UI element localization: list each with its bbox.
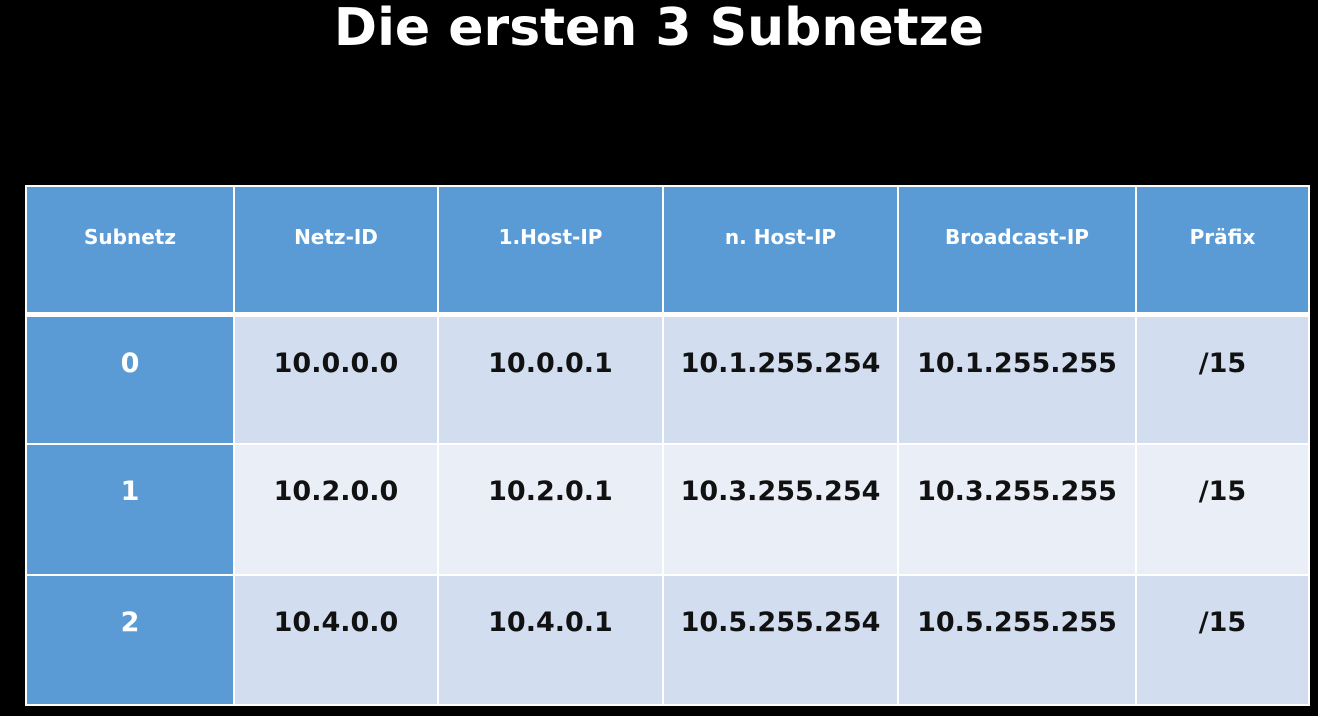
- table-row: 0 10.0.0.0 10.0.0.1 10.1.255.254 10.1.25…: [25, 312, 1310, 446]
- subnet-table-container: Subnetz Netz-ID 1.Host-IP n. Host-IP Bro…: [25, 185, 1310, 707]
- cell-last-host-ip: 10.5.255.254: [662, 573, 899, 707]
- cell-netz-id: 10.0.0.0: [233, 312, 439, 446]
- subnet-table: Subnetz Netz-ID 1.Host-IP n. Host-IP Bro…: [25, 185, 1310, 707]
- cell-subnetz: 0: [25, 312, 235, 446]
- cell-netz-id: 10.2.0.0: [233, 443, 439, 576]
- header-subnetz: Subnetz: [25, 185, 235, 317]
- cell-subnetz: 2: [25, 573, 235, 707]
- cell-praefix: /15: [1135, 443, 1310, 576]
- table-body: 0 10.0.0.0 10.0.0.1 10.1.255.254 10.1.25…: [25, 312, 1310, 707]
- table-header: Subnetz Netz-ID 1.Host-IP n. Host-IP Bro…: [25, 185, 1310, 317]
- cell-last-host-ip: 10.3.255.254: [662, 443, 899, 576]
- header-row: Subnetz Netz-ID 1.Host-IP n. Host-IP Bro…: [25, 185, 1310, 317]
- header-first-host-ip: 1.Host-IP: [437, 185, 664, 317]
- cell-praefix: /15: [1135, 573, 1310, 707]
- cell-last-host-ip: 10.1.255.254: [662, 312, 899, 446]
- header-netz-id: Netz-ID: [233, 185, 439, 317]
- header-last-host-ip: n. Host-IP: [662, 185, 899, 317]
- header-praefix: Präfix: [1135, 185, 1310, 317]
- cell-first-host-ip: 10.0.0.1: [437, 312, 664, 446]
- table-row: 2 10.4.0.0 10.4.0.1 10.5.255.254 10.5.25…: [25, 573, 1310, 707]
- cell-broadcast-ip: 10.5.255.255: [897, 573, 1137, 707]
- cell-netz-id: 10.4.0.0: [233, 573, 439, 707]
- cell-broadcast-ip: 10.3.255.255: [897, 443, 1137, 576]
- slide-title: Die ersten 3 Subnetze: [333, 0, 985, 58]
- table-row: 1 10.2.0.0 10.2.0.1 10.3.255.254 10.3.25…: [25, 443, 1310, 576]
- header-broadcast-ip: Broadcast-IP: [897, 185, 1137, 317]
- cell-subnetz: 1: [25, 443, 235, 576]
- cell-first-host-ip: 10.2.0.1: [437, 443, 664, 576]
- cell-broadcast-ip: 10.1.255.255: [897, 312, 1137, 446]
- cell-first-host-ip: 10.4.0.1: [437, 573, 664, 707]
- cell-praefix: /15: [1135, 312, 1310, 446]
